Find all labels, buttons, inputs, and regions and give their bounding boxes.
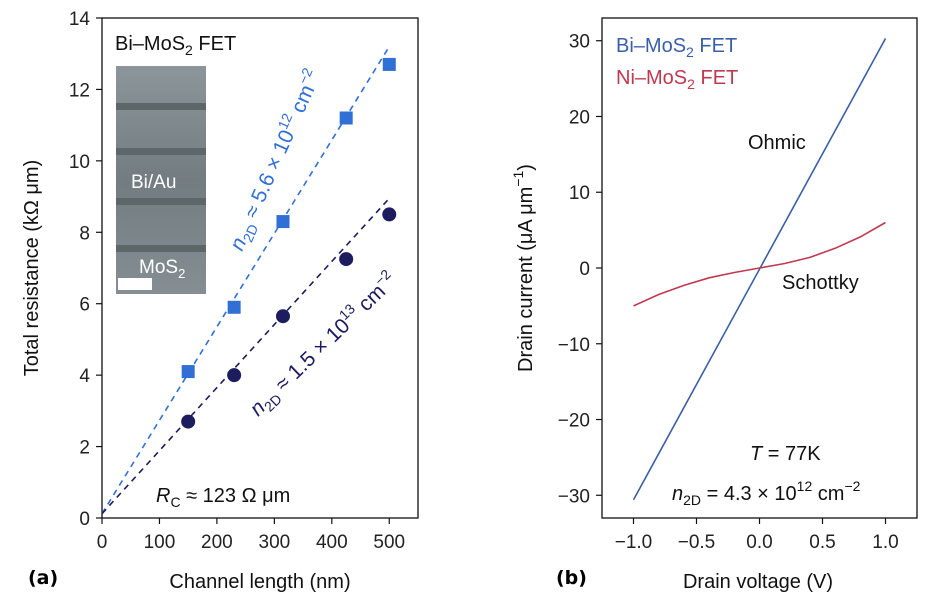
y-tick-label-b: 0 [579,259,590,280]
plot-frame-a [101,17,419,519]
label-ohmic: Ohmic [748,132,806,154]
y-tick-label-a: 0 [79,509,90,530]
x-tick-label-a: 0 [97,532,108,553]
annotation-n2d-blue: n2D ≈ 5.6 × 1012 cm−2 [222,65,329,255]
label-schottky: Schottky [782,272,859,294]
x-tick-label-a: 200 [201,532,233,553]
y-tick-label-b: 20 [569,107,590,128]
y-tick-label-b: 10 [569,183,590,204]
x-axis-label-a: Channel length (nm) [169,571,350,593]
x-tick-label-a: 400 [316,532,348,553]
y-tick-label-b: −20 [558,411,590,432]
x-tick-label-b: 0.5 [809,532,835,553]
annotation-n2d-navy: n2D ≈ 1.5 × 1013 cm−2 [243,266,404,423]
scale-bar [118,278,152,290]
data-point-square [382,57,396,71]
data-point-square [181,365,195,379]
fit-line-blue [101,46,390,515]
series-line-ni-mos2 [633,221,886,307]
panel-label-a: (a) [28,567,58,589]
axes-ticks-b: −1.0 −0.5 0.0 0.5 1.0 −30 −20 −10 0 10 20 30 [558,32,899,553]
series-group-a [101,46,397,515]
x-tick-label-b: −1.0 [615,532,653,553]
data-point-circle [339,252,354,267]
inset-label-mos2: MoS2 [139,257,185,281]
y-tick-label-b: 30 [569,32,590,53]
y-tick-label-a: 14 [69,9,91,30]
x-tick-label-b: 0.0 [746,532,772,553]
data-point-circle [227,368,242,383]
y-tick-label-b: −10 [558,335,590,356]
chart-b: −1.0 −0.5 0.0 0.5 1.0 −30 −20 −10 0 10 20 30 Bi–MoS… [510,17,918,593]
x-tick-label-a: 100 [144,532,176,553]
fit-line-navy [101,197,390,515]
data-point-square [227,300,241,314]
y-tick-label-a: 2 [79,438,90,459]
x-tick-label-b: 1.0 [872,532,898,553]
panel-label-b: (b) [556,567,587,589]
chart-a: 0 100 200 300 400 500 0 2 4 6 8 10 12 14 Bi/Au MoS2 B… [21,9,419,593]
axes-ticks-a: 0 100 200 300 400 500 0 2 4 6 8 10 12 14 [69,9,405,553]
y-tick-label-a: 10 [69,152,90,173]
data-point-circle [181,414,196,429]
y-axis-label-a: Total resistance (kΩ μm) [21,160,43,377]
y-tick-label-a: 4 [79,366,90,387]
rc-label: RC ≈ 123 Ω μm [156,485,290,510]
inset-micrograph: Bi/Au MoS2 [116,66,206,294]
y-axis-label-b: Drain current (μA μm−1) [510,164,537,372]
y-tick-label-a: 6 [79,295,90,316]
data-point-circle [275,309,290,324]
series-group-b [632,38,887,501]
x-axis-label-b: Drain voltage (V) [683,571,833,593]
y-tick-label-b: −30 [558,486,590,507]
data-point-square [339,111,353,125]
data-point-circle [382,207,397,222]
y-tick-label-a: 8 [79,223,90,244]
n2d-label: n2D = 4.3 × 1012 cm−2 [672,478,861,508]
data-point-square [276,215,290,229]
series-line-bi-mos2 [632,38,887,501]
y-tick-label-a: 12 [69,80,90,101]
temperature-label: T = 77K [750,443,821,465]
legend-ni-mos2: Ni–MoS2 FET [616,67,738,92]
x-tick-label-a: 300 [259,532,291,553]
inset-label-biau: Bi/Au [131,172,176,193]
x-tick-label-a: 500 [373,532,405,553]
inset-title: Bi–MoS2 FET [115,33,236,58]
legend-bi-mos2: Bi–MoS2 FET [616,35,737,60]
x-tick-label-b: −0.5 [678,532,716,553]
